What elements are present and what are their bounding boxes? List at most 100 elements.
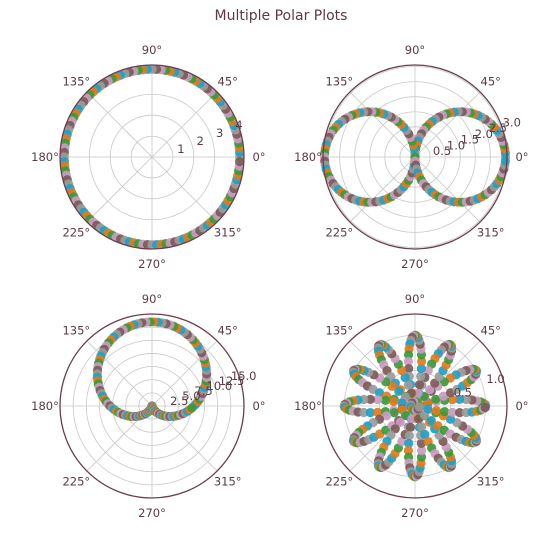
r-gridline xyxy=(138,392,166,420)
data-point xyxy=(404,431,414,441)
data-point xyxy=(431,394,441,404)
data-point xyxy=(414,402,424,412)
r-gridline xyxy=(354,96,476,218)
polar-axes-rose: 0° 45° 90° 135° 180° 225° 270° 315° 0.5 1.0 xyxy=(294,292,528,520)
data-point xyxy=(403,356,414,366)
data-point xyxy=(380,395,390,405)
data-point xyxy=(438,391,449,401)
r-tick-label: 2.5 xyxy=(489,121,507,135)
theta-tick-label: 225° xyxy=(325,226,353,240)
r-tick-label: 12.5 xyxy=(219,374,245,388)
theta-tick-label: 0° xyxy=(515,150,528,164)
data-point xyxy=(426,416,436,426)
data-point xyxy=(187,403,197,413)
theta-tick-label: 180° xyxy=(294,399,322,413)
data-point xyxy=(397,436,407,447)
theta-gridline xyxy=(86,340,153,407)
data-point xyxy=(455,407,465,418)
r-tick-label: 0.5 xyxy=(454,386,472,400)
data-point xyxy=(404,438,414,448)
theta-tick-label: 270° xyxy=(401,257,429,271)
data-point xyxy=(417,422,427,432)
theta-tick-label: 90° xyxy=(405,292,425,306)
data-point xyxy=(373,407,383,417)
r-tick-label: 15.0 xyxy=(231,369,257,383)
data-point xyxy=(416,446,427,456)
theta-tick-label: 270° xyxy=(138,506,166,520)
r-gridline xyxy=(379,370,451,442)
theta-tick-label: 0° xyxy=(252,150,265,164)
r-gridline xyxy=(85,339,219,473)
data-point xyxy=(365,394,375,405)
theta-tick-label: 0° xyxy=(252,399,265,413)
theta-tick-label: 0° xyxy=(515,399,528,413)
lemniscate-points xyxy=(319,107,511,207)
r-tick-label: 1.5 xyxy=(461,133,479,147)
data-point xyxy=(416,452,427,462)
r-gridline xyxy=(369,111,461,203)
r-tick-label: 0.5 xyxy=(433,144,451,158)
data-point xyxy=(395,417,405,427)
theta-tick-label: 315° xyxy=(214,226,242,240)
r-gridline xyxy=(339,81,491,233)
r-tick-label: 1.0 xyxy=(486,372,504,386)
r-gridline xyxy=(109,114,195,200)
data-point xyxy=(423,365,433,376)
data-point xyxy=(389,396,399,407)
circle-points xyxy=(59,64,245,250)
polar-frame xyxy=(59,64,245,250)
r-tick-label: 3.0 xyxy=(503,115,521,129)
data-point xyxy=(445,414,456,424)
theta-gridline xyxy=(151,156,218,223)
theta-tick-label: 180° xyxy=(294,150,322,164)
theta-gridline xyxy=(86,91,153,158)
data-point xyxy=(374,388,385,398)
theta-tick-label: 90° xyxy=(142,292,162,306)
theta-tick-label: 180° xyxy=(31,150,59,164)
figure-title: Multiple Polar Plots xyxy=(215,8,348,24)
theta-tick-label: 135° xyxy=(62,323,90,337)
theta-tick-label: 180° xyxy=(31,399,59,413)
theta-tick-label: 90° xyxy=(142,43,162,57)
data-point xyxy=(403,380,413,390)
data-point xyxy=(430,378,440,388)
theta-gridline xyxy=(151,340,218,407)
data-point xyxy=(416,356,427,366)
r-tick-label: 2.0 xyxy=(475,127,493,141)
polar-frame xyxy=(322,64,508,250)
data-point xyxy=(416,371,426,381)
data-point xyxy=(403,350,414,360)
cardioid-points xyxy=(92,317,212,422)
r-tick-label: 3 xyxy=(216,126,223,140)
data-point xyxy=(405,422,416,432)
r-tick-label: 10.0 xyxy=(207,379,233,393)
r-tick-label: 4 xyxy=(235,118,242,132)
theta-tick-label: 45° xyxy=(481,74,501,88)
data-point xyxy=(359,407,369,418)
r-gridline xyxy=(384,126,446,188)
data-point xyxy=(381,411,392,421)
theta-tick-label: 45° xyxy=(481,323,501,337)
polar-frame xyxy=(59,313,245,499)
data-point xyxy=(365,407,375,418)
theta-tick-label: 225° xyxy=(325,475,353,489)
data-point xyxy=(416,438,426,448)
r-tick-label: 2 xyxy=(197,134,204,148)
theta-tick-label: 45° xyxy=(218,323,238,337)
data-point xyxy=(403,446,414,456)
theta-tick-label: 315° xyxy=(477,475,505,489)
data-point xyxy=(500,156,510,166)
data-point xyxy=(400,372,410,383)
data-point xyxy=(447,407,457,417)
polar-frame xyxy=(322,313,508,499)
theta-gridline xyxy=(151,91,218,158)
data-point xyxy=(423,404,433,414)
theta-tick-label: 315° xyxy=(477,226,505,240)
data-point xyxy=(235,157,245,167)
r-gridline xyxy=(130,135,174,179)
theta-tick-label: 225° xyxy=(62,226,90,240)
data-point xyxy=(373,395,383,405)
data-point xyxy=(461,394,471,405)
